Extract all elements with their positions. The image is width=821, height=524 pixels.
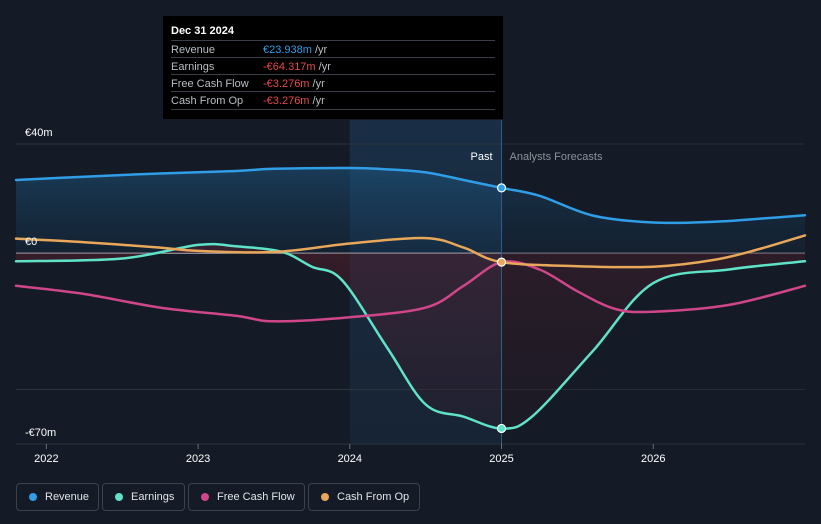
earnings-area: [16, 244, 805, 429]
legend-label: Earnings: [131, 491, 175, 503]
marker-earnings: [496, 423, 507, 434]
x-tick-label: 2025: [489, 453, 513, 465]
legend-dot-icon: [321, 493, 329, 501]
legend-label: Free Cash Flow: [217, 491, 295, 503]
tooltip-label: Revenue: [171, 44, 216, 56]
legend-item-revenue[interactable]: Revenue: [16, 483, 99, 511]
legend-item-free-cash-flow[interactable]: Free Cash Flow: [188, 483, 305, 511]
series-line-cash-from-op: [14, 234, 807, 269]
legend-label: Revenue: [45, 491, 90, 503]
x-tick-label: 2023: [186, 453, 210, 465]
series-line-free-cash-flow: [14, 260, 807, 323]
tooltip-row-revenue: Revenue €23.938m /yr: [171, 40, 495, 58]
tooltip: Dec 31 2024 Revenue €23.938m /yr Earning…: [163, 16, 503, 119]
tooltip-row-fcf: Free Cash Flow -€3.276m /yr: [171, 74, 495, 92]
y-tick-label: -€70m: [25, 427, 56, 439]
tooltip-label: Cash From Op: [171, 95, 244, 107]
tooltip-value: -€3.276m /yr: [263, 95, 325, 107]
x-tick-label: 2022: [34, 453, 58, 465]
marker-cash-from-op: [496, 257, 507, 267]
tooltip-label: Earnings: [171, 61, 215, 73]
legend-dot-icon: [115, 493, 123, 501]
tooltip-value: -€64.317m /yr: [263, 61, 331, 73]
y-tick-label: €0: [25, 236, 37, 248]
legend-item-earnings[interactable]: Earnings: [102, 483, 185, 511]
tooltip-label: Free Cash Flow: [171, 78, 249, 90]
tooltip-value: €23.938m /yr: [263, 44, 328, 56]
marker-revenue: [496, 183, 507, 193]
x-tick-label: 2024: [338, 453, 362, 465]
revenue-area: [16, 167, 805, 254]
legend-dot-icon: [201, 493, 209, 501]
tooltip-row-earnings: Earnings -€64.317m /yr: [171, 57, 495, 75]
tooltip-date: Dec 31 2024: [171, 25, 234, 37]
series-line-revenue: [14, 166, 807, 225]
legend-label: Cash From Op: [337, 491, 410, 503]
y-tick-label: €40m: [25, 127, 53, 139]
legend-item-cash-from-op[interactable]: Cash From Op: [308, 483, 420, 511]
tooltip-row-cfo: Cash From Op -€3.276m /yr: [171, 91, 495, 110]
forecast-label: Analysts Forecasts: [510, 151, 603, 163]
past-label: Past: [471, 151, 493, 163]
series-line-earnings: [14, 242, 807, 430]
legend-dot-icon: [29, 493, 37, 501]
tooltip-value: -€3.276m /yr: [263, 78, 325, 90]
x-tick-label: 2026: [641, 453, 665, 465]
